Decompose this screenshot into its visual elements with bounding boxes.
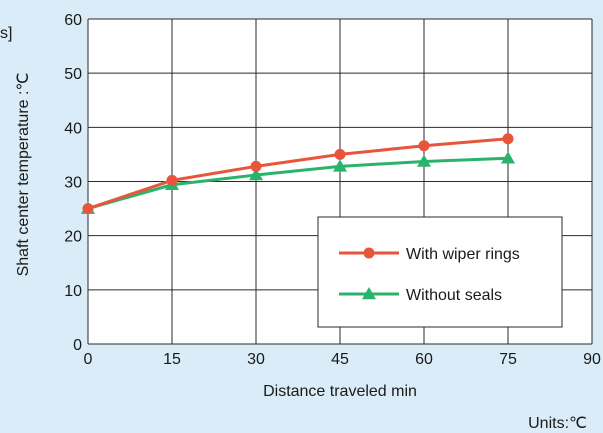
data-point-circle [250, 160, 262, 172]
data-point-triangle [333, 159, 347, 172]
x-tick-label: 75 [499, 351, 517, 368]
data-point-triangle [501, 151, 515, 164]
x-axis-ticks: 0 15 30 45 60 75 90 [84, 351, 601, 368]
legend-marker-triangle [362, 287, 376, 300]
y-tick-label: 30 [64, 175, 82, 192]
y-tick-label: 60 [64, 12, 82, 29]
x-tick-label: 90 [583, 351, 601, 368]
units-note: Units:℃ [528, 415, 587, 432]
series-line [87, 137, 509, 211]
x-tick-label: 0 [84, 351, 93, 368]
legend-marker-circle [363, 247, 375, 259]
x-axis-title: Distance traveled min [263, 383, 417, 400]
y-axis-title: Shaft center temperature :℃ [15, 73, 32, 277]
y-tick-label: 50 [64, 66, 82, 83]
y-tick-label: 20 [64, 229, 82, 246]
legend-label: Without seals [406, 287, 502, 304]
legend-label: With wiper rings [406, 246, 520, 263]
chart-legend: With wiper rings Without seals [317, 216, 563, 328]
chart-series [81, 133, 515, 215]
data-point-circle [418, 140, 430, 152]
x-tick-label: 15 [163, 351, 181, 368]
y-tick-label: 0 [73, 337, 82, 354]
data-point-circle [82, 203, 94, 215]
x-tick-label: 30 [247, 351, 265, 368]
data-point-circle [502, 133, 514, 145]
data-point-triangle [249, 168, 263, 181]
series-line [87, 156, 509, 211]
data-point-circle [166, 174, 178, 186]
data-point-triangle [417, 154, 431, 167]
y-axis-ticks: 0 10 20 30 40 50 60 [64, 12, 82, 354]
x-tick-label: 60 [415, 351, 433, 368]
cropped-edge-text: s] [0, 25, 12, 42]
data-point-circle [334, 148, 346, 160]
x-tick-label: 45 [331, 351, 349, 368]
y-tick-label: 10 [64, 283, 82, 300]
y-tick-label: 40 [64, 120, 82, 137]
legend-box [317, 216, 563, 328]
